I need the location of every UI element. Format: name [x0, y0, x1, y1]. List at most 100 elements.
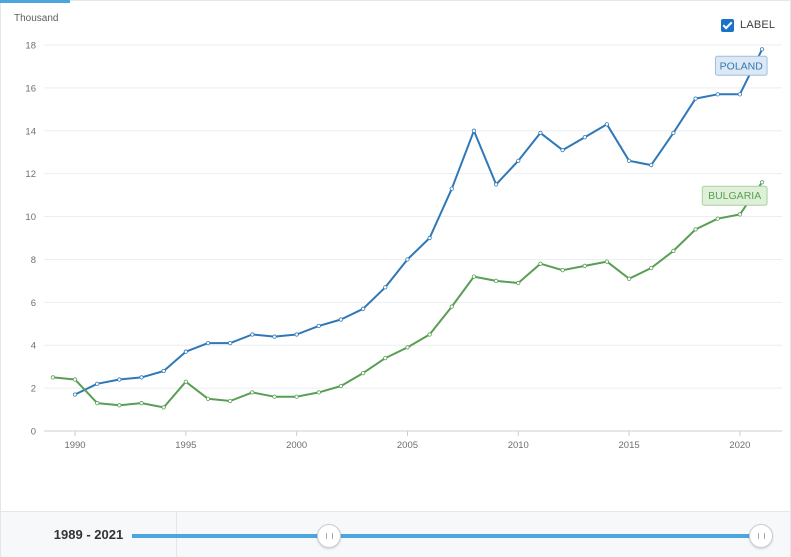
point-bulgaria-1996[interactable]	[205, 396, 211, 401]
point-bulgaria-1993[interactable]	[139, 401, 144, 406]
point-poland-1997[interactable]	[228, 340, 233, 346]
gridlines	[44, 44, 782, 432]
series-group	[50, 47, 765, 410]
point-bulgaria-1997[interactable]	[228, 398, 233, 404]
point-bulgaria-2020[interactable]	[737, 212, 742, 217]
point-poland-2006[interactable]	[427, 235, 432, 241]
x-tick-label-1990: 1990	[64, 440, 85, 451]
line-chart: Thousand 0 2 4 6 8 10 12 14 16 18 1990 1995 2000 200…	[14, 13, 782, 451]
point-poland-1994[interactable]	[161, 368, 166, 374]
point-poland-2002[interactable]	[338, 317, 344, 322]
point-bulgaria-2018[interactable]	[693, 227, 698, 232]
point-bulgaria-2003[interactable]	[361, 370, 366, 376]
point-poland-2021[interactable]	[759, 47, 765, 52]
y-tick-label-4: 4	[31, 341, 36, 352]
point-bulgaria-2005[interactable]	[405, 345, 410, 350]
series-end-label-text-bulgaria: BULGARIA	[708, 190, 761, 202]
point-poland-2009[interactable]	[494, 182, 499, 187]
point-bulgaria-2004[interactable]	[383, 355, 388, 361]
label-toggle-text: LABEL	[740, 19, 776, 31]
point-poland-2008[interactable]	[471, 128, 477, 133]
point-poland-2011[interactable]	[538, 130, 543, 136]
point-bulgaria-2010[interactable]	[516, 280, 521, 286]
point-poland-1995[interactable]	[183, 349, 188, 354]
point-bulgaria-2008[interactable]	[471, 274, 477, 279]
point-poland-2010[interactable]	[516, 158, 521, 163]
point-poland-2005[interactable]	[405, 257, 410, 262]
point-poland-2013[interactable]	[582, 135, 587, 140]
point-poland-2014[interactable]	[604, 122, 610, 127]
y-axis-unit-label: Thousand	[14, 13, 58, 24]
x-tick-label-1995: 1995	[175, 440, 196, 451]
point-bulgaria-1991[interactable]	[95, 401, 100, 406]
range-slider-selected	[132, 534, 761, 538]
point-poland-2003[interactable]	[361, 306, 366, 311]
point-bulgaria-2015[interactable]	[626, 276, 632, 281]
series-line-bulgaria	[52, 181, 763, 409]
y-tick-label-10: 10	[25, 212, 36, 223]
y-tick-label-18: 18	[25, 41, 36, 52]
point-bulgaria-2009[interactable]	[494, 278, 499, 283]
point-poland-2012[interactable]	[560, 147, 565, 153]
point-bulgaria-2001[interactable]	[316, 390, 321, 395]
point-poland-2020[interactable]	[737, 92, 742, 97]
point-poland-2000[interactable]	[294, 332, 299, 337]
point-bulgaria-2011[interactable]	[538, 261, 543, 266]
point-bulgaria-2019[interactable]	[715, 216, 720, 221]
point-bulgaria-2021[interactable]	[759, 180, 765, 185]
point-bulgaria-1995[interactable]	[183, 379, 188, 384]
y-tick-label-12: 12	[25, 169, 36, 180]
point-poland-2007[interactable]	[449, 186, 454, 191]
y-tick-label-6: 6	[31, 298, 36, 309]
point-poland-2016[interactable]	[649, 162, 654, 168]
point-poland-1993[interactable]	[139, 375, 144, 380]
point-bulgaria-1990[interactable]	[72, 377, 78, 382]
point-poland-1992[interactable]	[117, 377, 122, 382]
y-tick-label-16: 16	[25, 83, 36, 94]
range-footer: 1989 - 2021	[1, 511, 790, 557]
x-tick-label-2005: 2005	[397, 440, 418, 451]
point-bulgaria-2006[interactable]	[427, 332, 432, 337]
point-poland-2015[interactable]	[626, 158, 632, 163]
point-bulgaria-2017[interactable]	[671, 248, 676, 253]
x-tick-label-2010: 2010	[508, 440, 529, 451]
point-poland-1996[interactable]	[205, 340, 211, 346]
y-tick-label-2: 2	[31, 384, 36, 395]
point-poland-1998[interactable]	[250, 332, 255, 337]
point-bulgaria-2002[interactable]	[338, 383, 344, 389]
point-bulgaria-2007[interactable]	[449, 304, 454, 309]
point-bulgaria-1992[interactable]	[117, 403, 122, 408]
range-end-handle[interactable]	[749, 524, 773, 548]
series-end-label-bulgaria: BULGARIA	[701, 185, 768, 206]
point-bulgaria-2013[interactable]	[582, 263, 587, 268]
point-bulgaria-2014[interactable]	[604, 259, 610, 264]
point-poland-2018[interactable]	[693, 96, 698, 101]
series-end-label-box-poland	[714, 55, 768, 76]
x-axis-ticks: 1990 1995 2000 2005 2010 2015 2020	[64, 431, 750, 451]
y-axis-ticks: 0 2 4 6 8 10 12 14 16 18	[25, 41, 36, 438]
point-poland-2017[interactable]	[671, 130, 676, 136]
point-bulgaria-1994[interactable]	[161, 405, 166, 410]
x-tick-label-2020: 2020	[729, 440, 750, 451]
y-tick-label-8: 8	[31, 255, 36, 266]
series-end-label-text-poland: POLAND	[720, 60, 764, 72]
label-toggle-checkbox[interactable]: LABEL	[721, 17, 775, 33]
x-tick-label-2015: 2015	[619, 440, 640, 451]
point-poland-1999[interactable]	[272, 334, 277, 339]
point-poland-1990[interactable]	[72, 392, 78, 397]
checkbox-checked-icon[interactable]	[721, 18, 734, 32]
point-poland-2019[interactable]	[715, 92, 720, 97]
point-poland-2004[interactable]	[383, 285, 388, 290]
y-tick-label-0: 0	[31, 427, 36, 438]
series-end-label-box-bulgaria	[701, 185, 768, 206]
point-bulgaria-2000[interactable]	[294, 394, 299, 399]
y-tick-label-14: 14	[25, 126, 36, 137]
range-start-handle[interactable]	[317, 524, 341, 548]
point-poland-2001[interactable]	[316, 323, 321, 329]
point-poland-1991[interactable]	[95, 381, 100, 386]
point-bulgaria-2016[interactable]	[649, 265, 654, 271]
point-bulgaria-1989[interactable]	[50, 375, 55, 380]
point-bulgaria-1998[interactable]	[250, 390, 255, 395]
point-bulgaria-1999[interactable]	[272, 394, 277, 399]
point-bulgaria-2012[interactable]	[560, 268, 565, 273]
